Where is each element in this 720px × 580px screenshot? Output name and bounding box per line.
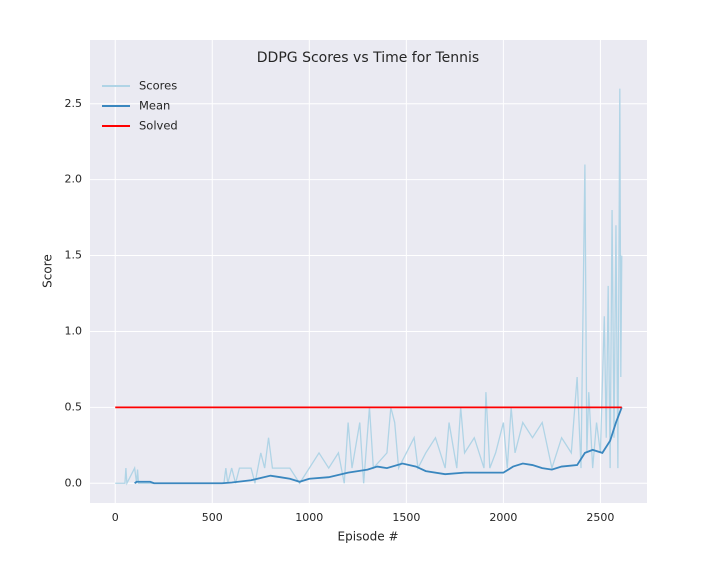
x-tick-label: 2000 <box>489 511 517 524</box>
y-tick-label: 1.0 <box>65 324 83 337</box>
series-line <box>134 407 623 485</box>
x-tick-label: 2500 <box>586 511 614 524</box>
legend-label: Solved <box>139 119 178 133</box>
x-axis-label: Episode # <box>338 530 399 544</box>
y-tick-label: 1.5 <box>65 249 83 262</box>
x-tick-label: 500 <box>202 511 223 524</box>
x-tick-label: 0 <box>112 511 119 524</box>
legend-label: Scores <box>139 79 177 93</box>
x-tick-label: 1000 <box>295 511 323 524</box>
y-tick-label: 2.5 <box>65 97 83 110</box>
plot-area <box>90 40 647 503</box>
chart-title: DDPG Scores vs Time for Tennis <box>257 50 479 66</box>
y-tick-label: 0.5 <box>65 400 83 413</box>
series-line <box>115 88 623 486</box>
y-axis-label: Score <box>41 254 55 288</box>
x-tick-label: 1500 <box>392 511 420 524</box>
legend-label: Mean <box>139 99 170 113</box>
y-tick-label: 2.0 <box>65 173 83 186</box>
y-tick-label: 0.0 <box>65 476 83 489</box>
marks <box>115 88 623 486</box>
